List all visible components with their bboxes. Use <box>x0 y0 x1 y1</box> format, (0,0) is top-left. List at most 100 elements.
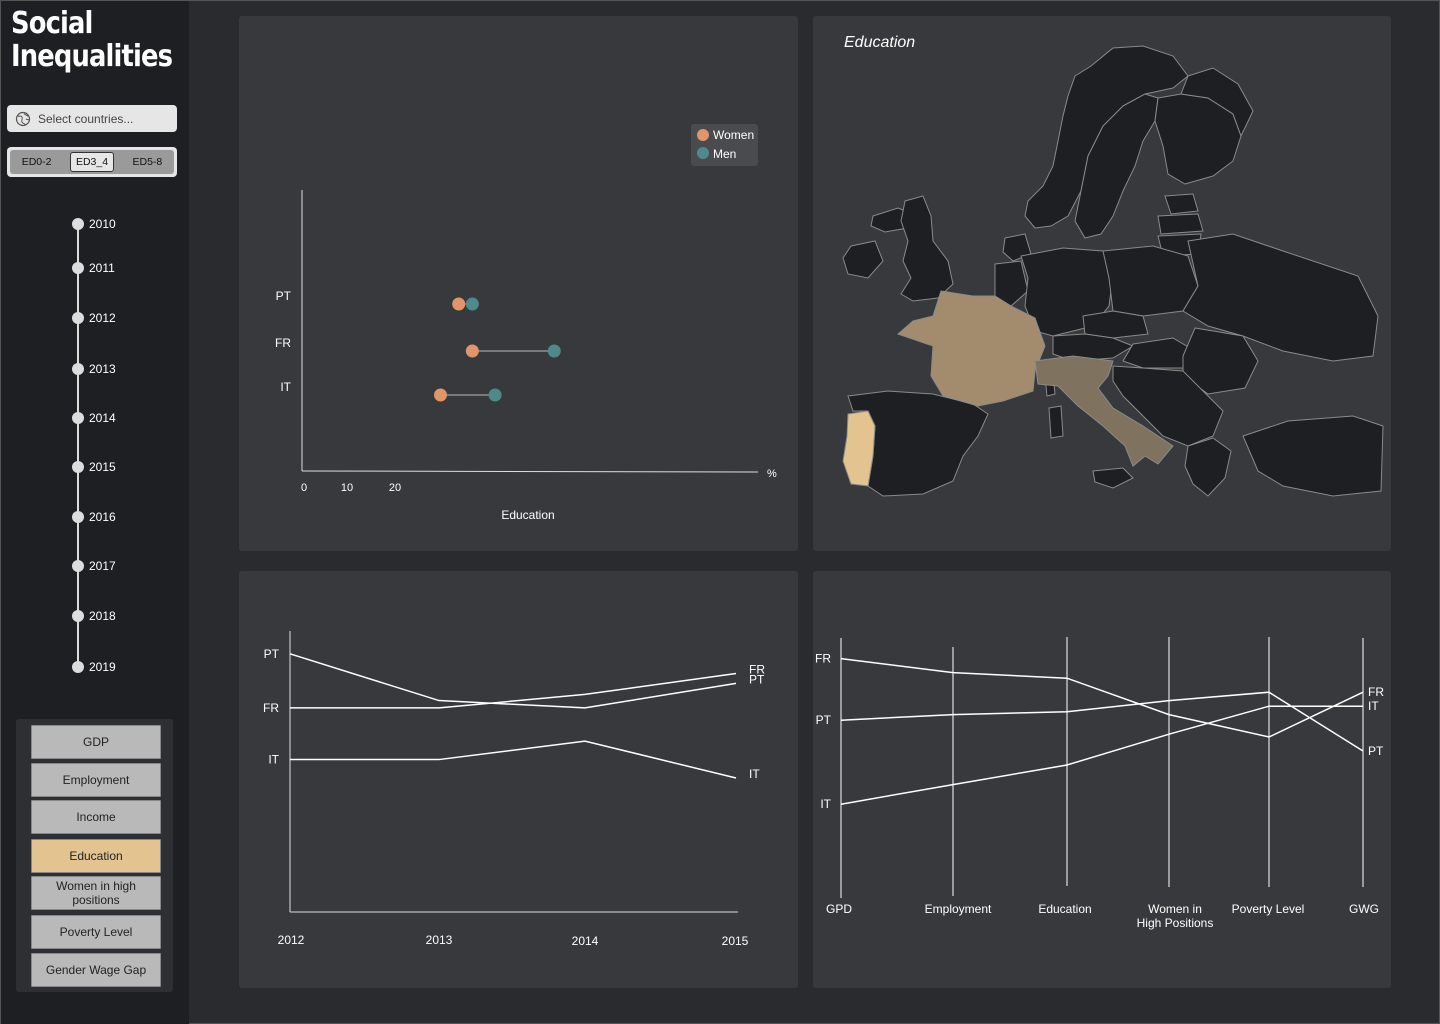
map-country-italy[interactable] <box>1034 355 1174 467</box>
x-tick-label: 2015 <box>722 934 749 948</box>
map-country-belarus-ukraine[interactable] <box>1182 233 1379 362</box>
legend-women-swatch <box>697 129 709 141</box>
series-end-label: FR <box>1368 685 1384 699</box>
line-series-pt[interactable] <box>289 653 737 709</box>
ed-option-3-4[interactable]: ED3_4 <box>69 152 115 172</box>
europe-map <box>842 45 1384 497</box>
indicator-panel: GDP Employment Income Education Women in… <box>16 719 173 992</box>
year-label: 2012 <box>89 311 116 325</box>
legend-women-label: Women <box>713 128 754 142</box>
indicator-income-button[interactable]: Income <box>31 800 161 834</box>
series-start-label: FR <box>815 652 831 666</box>
map-country-sardinia[interactable] <box>1048 405 1064 439</box>
year-2011[interactable]: 2011 <box>72 261 115 275</box>
x-tick-label: 2014 <box>572 934 599 948</box>
parallel-axis-label: GPD <box>826 902 852 916</box>
year-label: 2019 <box>89 660 116 674</box>
x-axis <box>301 470 759 473</box>
indicator-employment-button[interactable]: Employment <box>31 763 161 797</box>
series-start-label: IT <box>268 753 279 767</box>
app-title: Social Inequalities <box>11 6 173 74</box>
year-dot[interactable] <box>72 661 84 673</box>
year-dot[interactable] <box>72 262 84 274</box>
map-country-sicily[interactable] <box>1092 467 1134 489</box>
parallel-axis-label: Women in High Positions <box>1137 902 1214 930</box>
year-label: 2018 <box>89 609 116 623</box>
year-dot[interactable] <box>72 461 84 473</box>
men-point[interactable] <box>465 297 479 311</box>
line-series-it[interactable] <box>290 740 737 779</box>
indicator-poverty-level-button[interactable]: Poverty Level <box>31 915 161 949</box>
map-country-greece[interactable] <box>1184 437 1232 497</box>
year-2015[interactable]: 2015 <box>72 460 116 474</box>
legend-men-label: Men <box>713 147 736 161</box>
series-start-label: IT <box>820 797 831 811</box>
indicator-education-button[interactable]: Education <box>31 839 161 873</box>
sidebar: Social Inequalities Select countries... … <box>1 1 189 1024</box>
indicator-gdp-button[interactable]: GDP <box>31 725 161 759</box>
map-country-czechia[interactable] <box>1082 310 1149 339</box>
app-title-line1: Social <box>11 6 93 41</box>
year-dot[interactable] <box>72 218 84 230</box>
map-country-romania[interactable] <box>1182 327 1259 395</box>
ed-option-5-8[interactable]: ED5-8 <box>132 156 163 168</box>
parallel-chart-panel: GPD Employment Education Women in High Posit… <box>813 571 1391 988</box>
map-country-portugal[interactable] <box>842 410 876 487</box>
line-series-fr[interactable] <box>290 672 737 709</box>
year-label: 2011 <box>89 261 115 275</box>
indicator-women-high-positions-button[interactable]: Women in high positions <box>31 876 161 910</box>
parallel-axis-label: Poverty Level <box>1232 902 1305 916</box>
series-start-label: PT <box>816 713 832 727</box>
women-point[interactable] <box>465 344 479 358</box>
year-2019[interactable]: 2019 <box>72 660 116 674</box>
country-select[interactable]: Select countries... <box>7 105 177 132</box>
year-dot[interactable] <box>72 312 84 324</box>
series-end-label: FR <box>749 663 765 677</box>
men-point[interactable] <box>488 388 502 402</box>
women-point[interactable] <box>434 388 447 402</box>
indicator-gender-wage-gap-button[interactable]: Gender Wage Gap <box>31 953 161 987</box>
parallel-series-pt[interactable] <box>840 691 1364 752</box>
timeline-track <box>77 223 79 668</box>
men-point[interactable] <box>547 344 561 358</box>
map-country-poland[interactable] <box>1102 245 1199 317</box>
year-2010[interactable]: 2010 <box>72 217 116 231</box>
map-country-estonia[interactable] <box>1164 193 1199 215</box>
year-dot[interactable] <box>72 412 84 424</box>
year-2017[interactable]: 2017 <box>72 559 116 573</box>
year-label: 2015 <box>89 460 116 474</box>
series-start-label: FR <box>263 701 279 715</box>
map-country-france[interactable] <box>897 290 1046 407</box>
year-2016[interactable]: 2016 <box>72 510 116 524</box>
map-country-balkans[interactable] <box>1112 365 1224 447</box>
app-title-line2: Inequalities <box>11 39 173 74</box>
year-dot[interactable] <box>72 610 84 622</box>
year-dot[interactable] <box>72 363 84 375</box>
dumbbell-marks: PT FR IT <box>275 289 561 402</box>
globe-icon <box>15 111 31 126</box>
map-title: Education <box>844 34 916 51</box>
map-country-latvia[interactable] <box>1157 213 1204 235</box>
year-2018[interactable]: 2018 <box>72 609 116 623</box>
parallel-series-it[interactable] <box>840 705 1363 805</box>
year-dot[interactable] <box>72 560 84 572</box>
women-point[interactable] <box>452 297 466 311</box>
map-country-turkey[interactable] <box>1242 415 1384 497</box>
year-2012[interactable]: 2012 <box>72 311 116 325</box>
year-2014[interactable]: 2014 <box>72 411 116 425</box>
series-end-label: IT <box>749 767 760 781</box>
country-select-placeholder: Select countries... <box>38 111 134 126</box>
parallel-series-fr[interactable] <box>840 657 1364 738</box>
ed-option-0-2[interactable]: ED0-2 <box>21 156 52 168</box>
map-country-benelux[interactable] <box>994 260 1029 307</box>
parallel-axis-label: GWG <box>1349 902 1379 916</box>
year-dot[interactable] <box>72 511 84 523</box>
x-tick-label: 10 <box>341 482 353 494</box>
map-country-ireland[interactable] <box>842 240 884 279</box>
map-country-russia-north[interactable] <box>1180 67 1254 138</box>
year-2013[interactable]: 2013 <box>72 362 116 376</box>
map-country-uk[interactable] <box>900 195 954 302</box>
map-country-austria[interactable] <box>1052 333 1135 362</box>
